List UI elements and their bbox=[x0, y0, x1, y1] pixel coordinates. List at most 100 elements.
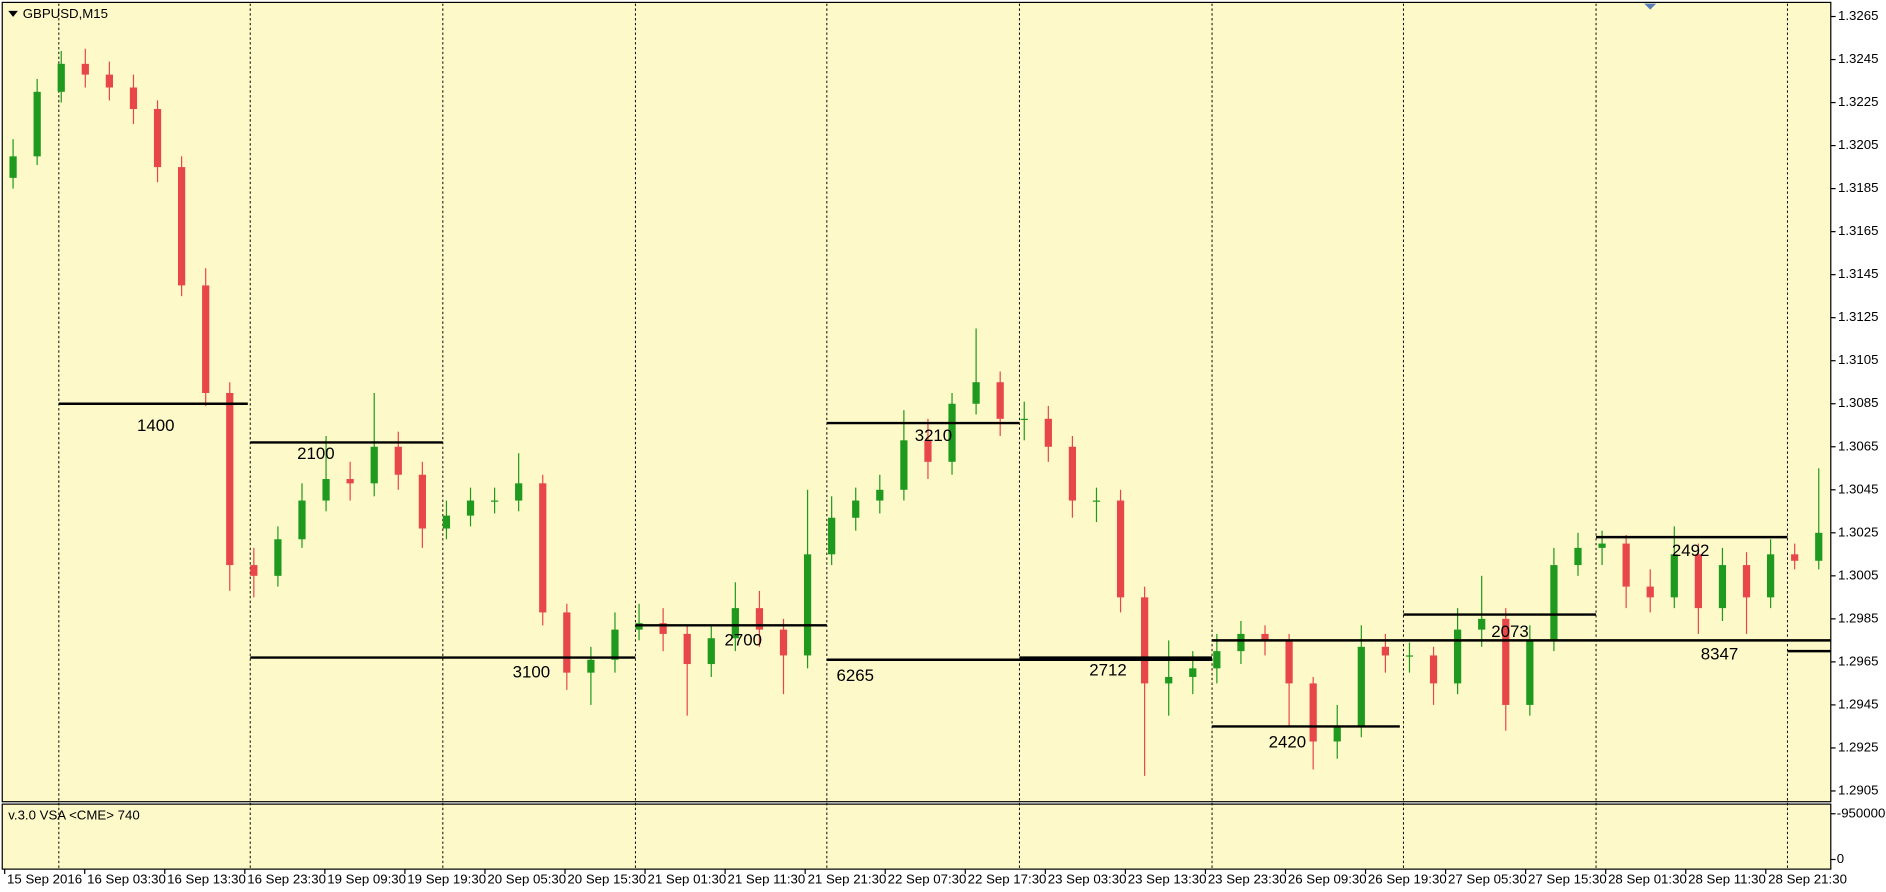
x-tick-label: 16 Sep 13:30 bbox=[167, 871, 246, 886]
candle-body bbox=[828, 517, 836, 555]
marker bbox=[1644, 3, 1657, 10]
candle-body bbox=[924, 440, 932, 462]
candle-body bbox=[1068, 446, 1077, 501]
x-tick-label: 20 Sep 05:30 bbox=[487, 871, 566, 886]
y-tick-label: 1.2945 bbox=[1838, 696, 1878, 711]
x-tick-label: 16 Sep 23:30 bbox=[247, 871, 326, 886]
y-tick-label: 1.2985 bbox=[1838, 610, 1878, 625]
candle-body bbox=[1550, 565, 1558, 641]
y-tick-label: 1.2965 bbox=[1838, 653, 1878, 668]
y-tick-label: 1.3225 bbox=[1838, 94, 1878, 109]
candle-body bbox=[394, 446, 402, 475]
x-tick-label: 20 Sep 15:30 bbox=[567, 871, 646, 886]
level-label: 1400 bbox=[137, 416, 174, 435]
y-tick-label: 1.3185 bbox=[1838, 180, 1878, 195]
candle-body bbox=[490, 500, 499, 502]
y-tick-label: 1.3205 bbox=[1838, 137, 1878, 152]
y-tick-label: 1.3065 bbox=[1838, 438, 1878, 453]
candle-body bbox=[1694, 554, 1702, 609]
y-tick-label: 1.3245 bbox=[1838, 51, 1878, 66]
x-tick-label: 26 Sep 09:30 bbox=[1288, 871, 1367, 886]
y-tick-label: 1.3105 bbox=[1838, 352, 1878, 367]
candle-body bbox=[202, 285, 210, 393]
y-tick-label: 1.3005 bbox=[1838, 567, 1878, 582]
y-tick-label: 1.3265 bbox=[1838, 8, 1878, 23]
level-label: 3100 bbox=[513, 663, 550, 682]
chart-title: GBPUSD,M15 bbox=[23, 6, 108, 21]
candle-body bbox=[1598, 543, 1606, 548]
x-tick-label: 19 Sep 09:30 bbox=[327, 871, 406, 886]
candle-body bbox=[1237, 633, 1245, 652]
candle-body bbox=[803, 554, 812, 656]
candle-body bbox=[1718, 565, 1727, 609]
x-tick-label: 22 Sep 17:30 bbox=[968, 871, 1047, 886]
candle-body bbox=[755, 608, 764, 630]
indicator-tick-label: 0 bbox=[1837, 851, 1844, 866]
candle-body bbox=[1189, 668, 1197, 677]
candle-body bbox=[683, 633, 691, 665]
x-tick-label: 16 Sep 03:30 bbox=[87, 871, 166, 886]
candle-body bbox=[1454, 629, 1462, 684]
x-tick-label: 19 Sep 19:30 bbox=[407, 871, 486, 886]
level-label: 6265 bbox=[836, 666, 873, 685]
candle-body bbox=[1213, 651, 1221, 669]
candle-body bbox=[1116, 500, 1125, 598]
candle-body bbox=[105, 74, 113, 88]
candle-body bbox=[731, 608, 739, 639]
candle-body bbox=[1141, 597, 1149, 684]
candle-body bbox=[1357, 646, 1365, 727]
candle-body bbox=[876, 489, 884, 501]
level-label: 2712 bbox=[1089, 660, 1126, 679]
candle-body bbox=[1285, 640, 1293, 684]
candle-body bbox=[226, 392, 234, 566]
candle-body bbox=[322, 479, 330, 501]
candle-body bbox=[33, 91, 41, 157]
candle-body bbox=[442, 515, 451, 529]
candle-body bbox=[1381, 646, 1389, 656]
candle-body bbox=[1815, 532, 1823, 561]
indicator-panel bbox=[1, 803, 1832, 870]
candle-body bbox=[1478, 618, 1486, 630]
candle-body bbox=[900, 440, 908, 490]
x-tick-label: 28 Sep 11:30 bbox=[1688, 871, 1766, 886]
candle-body bbox=[539, 483, 547, 613]
level-label: 8347 bbox=[1701, 644, 1738, 663]
y-tick-label: 1.3025 bbox=[1838, 524, 1878, 539]
candle-body bbox=[9, 156, 17, 178]
candle-body bbox=[659, 623, 667, 634]
candle-body bbox=[1405, 655, 1414, 657]
candle-body bbox=[563, 612, 571, 673]
candle-body bbox=[466, 500, 475, 516]
candle-body bbox=[1574, 547, 1582, 566]
candle-body bbox=[1092, 500, 1101, 502]
y-tick-label: 1.3085 bbox=[1838, 395, 1878, 410]
y-tick-label: 1.3125 bbox=[1838, 309, 1878, 324]
level-label: 2700 bbox=[725, 630, 762, 649]
candle-body bbox=[177, 167, 186, 286]
level-label: 2073 bbox=[1491, 622, 1528, 641]
candle-body bbox=[57, 63, 65, 92]
candle-body bbox=[1165, 676, 1173, 684]
candle-body bbox=[1766, 554, 1775, 598]
candle-body bbox=[1526, 640, 1534, 705]
candle-body bbox=[1020, 418, 1028, 421]
candle-body bbox=[948, 403, 956, 462]
candle-body bbox=[1261, 633, 1269, 641]
x-tick-label: 23 Sep 03:30 bbox=[1048, 871, 1127, 886]
candle-body bbox=[852, 500, 860, 518]
candle-body bbox=[1742, 565, 1751, 598]
x-tick-label: 23 Sep 13:30 bbox=[1128, 871, 1207, 886]
y-tick-label: 1.3045 bbox=[1838, 481, 1878, 496]
candle-body bbox=[1502, 618, 1510, 705]
x-tick-label: 15 Sep 2016 bbox=[7, 871, 82, 886]
candle-body bbox=[515, 483, 523, 501]
x-tick-label: 28 Sep 21:30 bbox=[1768, 871, 1847, 886]
candle-body bbox=[274, 539, 282, 576]
candle-body bbox=[129, 87, 138, 110]
candle-body bbox=[81, 63, 89, 75]
candle-body bbox=[1429, 655, 1438, 684]
candle-body bbox=[1044, 418, 1052, 447]
menu-arrow[interactable] bbox=[8, 10, 18, 17]
